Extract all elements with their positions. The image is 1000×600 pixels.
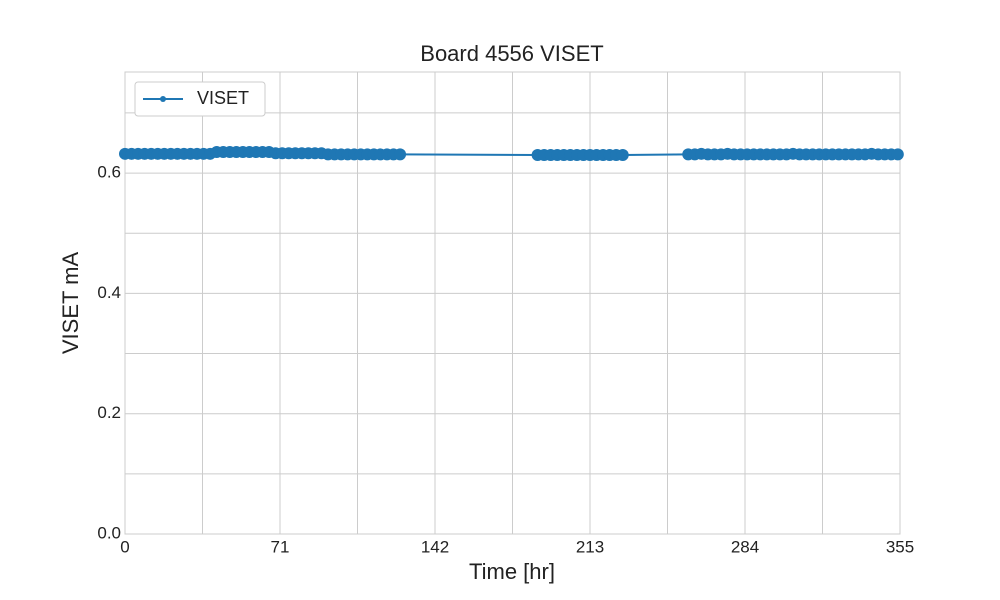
plot-frame: [124, 71, 901, 535]
x-tick-label: 213: [576, 537, 604, 556]
legend-label: VISET: [197, 88, 249, 108]
data-point: [891, 148, 904, 161]
y-tick-label: 0.2: [97, 403, 121, 422]
x-tick-label: 355: [886, 537, 914, 556]
y-tick-label: 0.4: [97, 283, 121, 302]
data-point: [394, 148, 407, 161]
x-tick-label: 142: [421, 537, 449, 556]
x-tick-label: 71: [271, 537, 290, 556]
chart-title: Board 4556 VISET: [420, 41, 603, 66]
x-tick-label: 0: [120, 537, 129, 556]
x-tick-label: 284: [731, 537, 759, 556]
x-axis-label: Time [hr]: [469, 559, 555, 584]
legend-marker: [160, 96, 166, 102]
y-axis-label: VISET mA: [58, 252, 83, 355]
data-point: [616, 149, 629, 162]
y-tick-label: 0.0: [97, 523, 121, 542]
legend-box: [134, 81, 266, 117]
y-tick-label: 0.6: [97, 163, 121, 182]
